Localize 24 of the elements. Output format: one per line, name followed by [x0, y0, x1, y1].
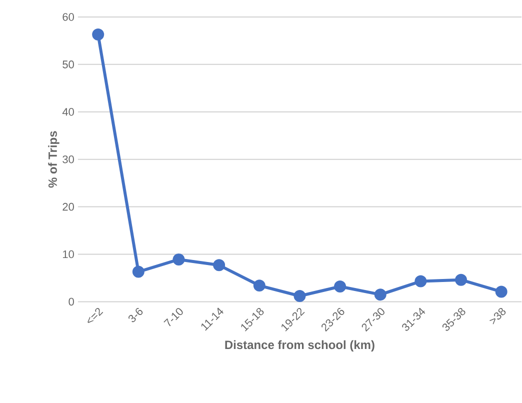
- x-tick-label: <=2: [88, 308, 104, 324]
- x-axis-title: Distance from school (km): [225, 340, 374, 352]
- point: [132, 266, 144, 278]
- point: [455, 274, 468, 286]
- y-tick-label: 0: [68, 298, 74, 306]
- x-tick-label: >38: [489, 308, 506, 325]
- y-tick-label: 40: [62, 108, 74, 116]
- point: [294, 290, 306, 302]
- x-tick-label: 7-10: [164, 308, 183, 326]
- point: [334, 280, 346, 293]
- y-tick-label: 20: [62, 203, 74, 211]
- y-tick-label: 50: [62, 60, 74, 69]
- point: [213, 259, 226, 272]
- point: [253, 280, 266, 292]
- y-tick-label: 60: [62, 13, 74, 22]
- point: [414, 275, 427, 288]
- y-tick-label: 30: [62, 156, 74, 164]
- y-axis-title: % of Trips: [48, 131, 60, 188]
- point: [92, 28, 104, 41]
- y-tick-label: 10: [63, 250, 74, 258]
- point: [495, 286, 508, 298]
- point: [172, 254, 185, 266]
- x-tick-label: 3-6: [128, 308, 143, 322]
- point: [374, 288, 386, 301]
